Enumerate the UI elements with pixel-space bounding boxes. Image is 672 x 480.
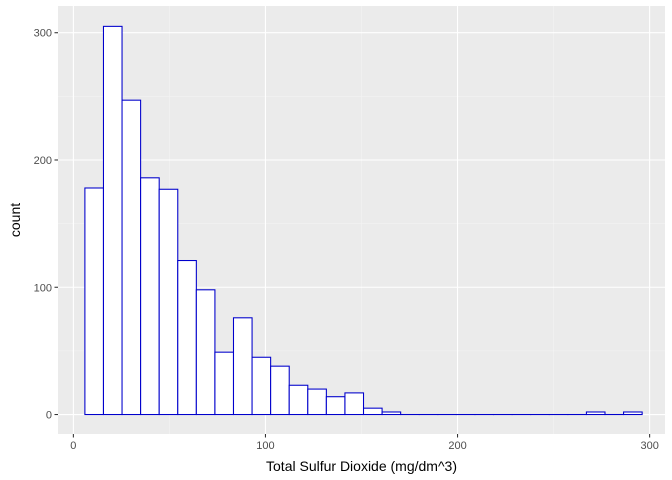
histogram-bar [140, 177, 160, 416]
histogram-bar [270, 365, 290, 416]
y-tick-label: 300 [34, 28, 52, 40]
y-tick-label: 200 [34, 155, 52, 167]
histogram-bar [344, 392, 365, 416]
histogram-bar [585, 411, 606, 416]
y-axis: 0 100 200 300 [34, 28, 58, 422]
histogram-bar [102, 25, 123, 416]
histogram-bar [307, 388, 327, 416]
histogram-bar [195, 289, 216, 416]
histogram-bar [381, 411, 402, 416]
histogram-bar [362, 407, 383, 416]
histogram-bar [232, 317, 253, 416]
histogram-bar [84, 187, 105, 416]
histogram-bar [288, 384, 309, 416]
x-tick-label: 0 [70, 440, 76, 452]
x-tick-label: 200 [448, 440, 466, 452]
histogram-bar [251, 356, 272, 416]
y-tick-label: 100 [34, 282, 52, 294]
histogram-bar [121, 99, 142, 416]
x-axis: 0 100 200 300 [70, 434, 659, 452]
histogram-bar [158, 188, 179, 416]
x-axis-title: Total Sulfur Dioxide (mg/dm^3) [266, 458, 457, 474]
y-axis-title: count [7, 203, 23, 237]
x-tick-label: 100 [256, 440, 274, 452]
histogram-bars [84, 25, 643, 416]
y-tick-label: 0 [46, 410, 52, 422]
histogram-bar [325, 396, 346, 416]
histogram-bar [177, 259, 197, 416]
x-tick-label: 300 [640, 440, 658, 452]
histogram-bar [214, 351, 235, 416]
histogram-bar [623, 411, 643, 416]
